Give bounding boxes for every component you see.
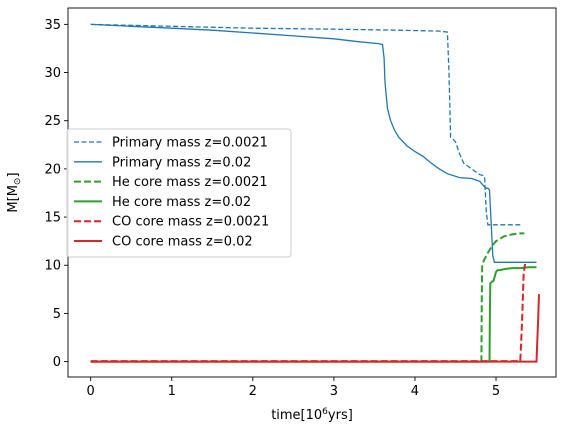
x-tick-label: 4 (411, 384, 419, 399)
x-tick-label: 5 (492, 384, 500, 399)
y-tick-label: 35 (44, 18, 61, 33)
y-tick-label: 20 (44, 162, 61, 177)
ticks-layer: 0 1 2 3 4 5 0 5 10 15 20 25 30 35 (44, 18, 500, 399)
legend-label: He core mass z=0.02 (112, 195, 251, 210)
y-tick-label: 25 (44, 114, 61, 129)
y-tick-label: 0 (53, 355, 61, 370)
y-tick-label: 10 (44, 259, 61, 274)
series-line-2 (90, 23, 537, 263)
y-axis-title: M[M⊙] (6, 172, 23, 212)
legend-box (66, 128, 292, 258)
x-axis-title: time[106yrs] (271, 407, 353, 423)
x-tick-label: 0 (87, 384, 95, 399)
x-tick-label: 1 (168, 384, 176, 399)
legend-label: CO core mass z=0.0021 (112, 215, 269, 230)
x-tick-label: 2 (249, 384, 257, 399)
legend-label: Primary mass z=0.0021 (112, 136, 268, 151)
legend: Primary mass z=0.0021 Primary mass z=0.02… (66, 128, 292, 258)
series-line-6 (90, 294, 540, 363)
series-layer (90, 23, 540, 363)
y-tick-label: 5 (53, 307, 61, 322)
legend-label: He core mass z=0.0021 (112, 175, 268, 190)
y-tick-label: 15 (44, 211, 61, 226)
x-tick-label: 3 (330, 384, 338, 399)
series-line-1 (90, 23, 521, 226)
legend-label: Primary mass z=0.02 (112, 155, 251, 170)
y-tick-label: 30 (44, 66, 61, 81)
legend-label: CO core mass z=0.02 (112, 235, 253, 250)
